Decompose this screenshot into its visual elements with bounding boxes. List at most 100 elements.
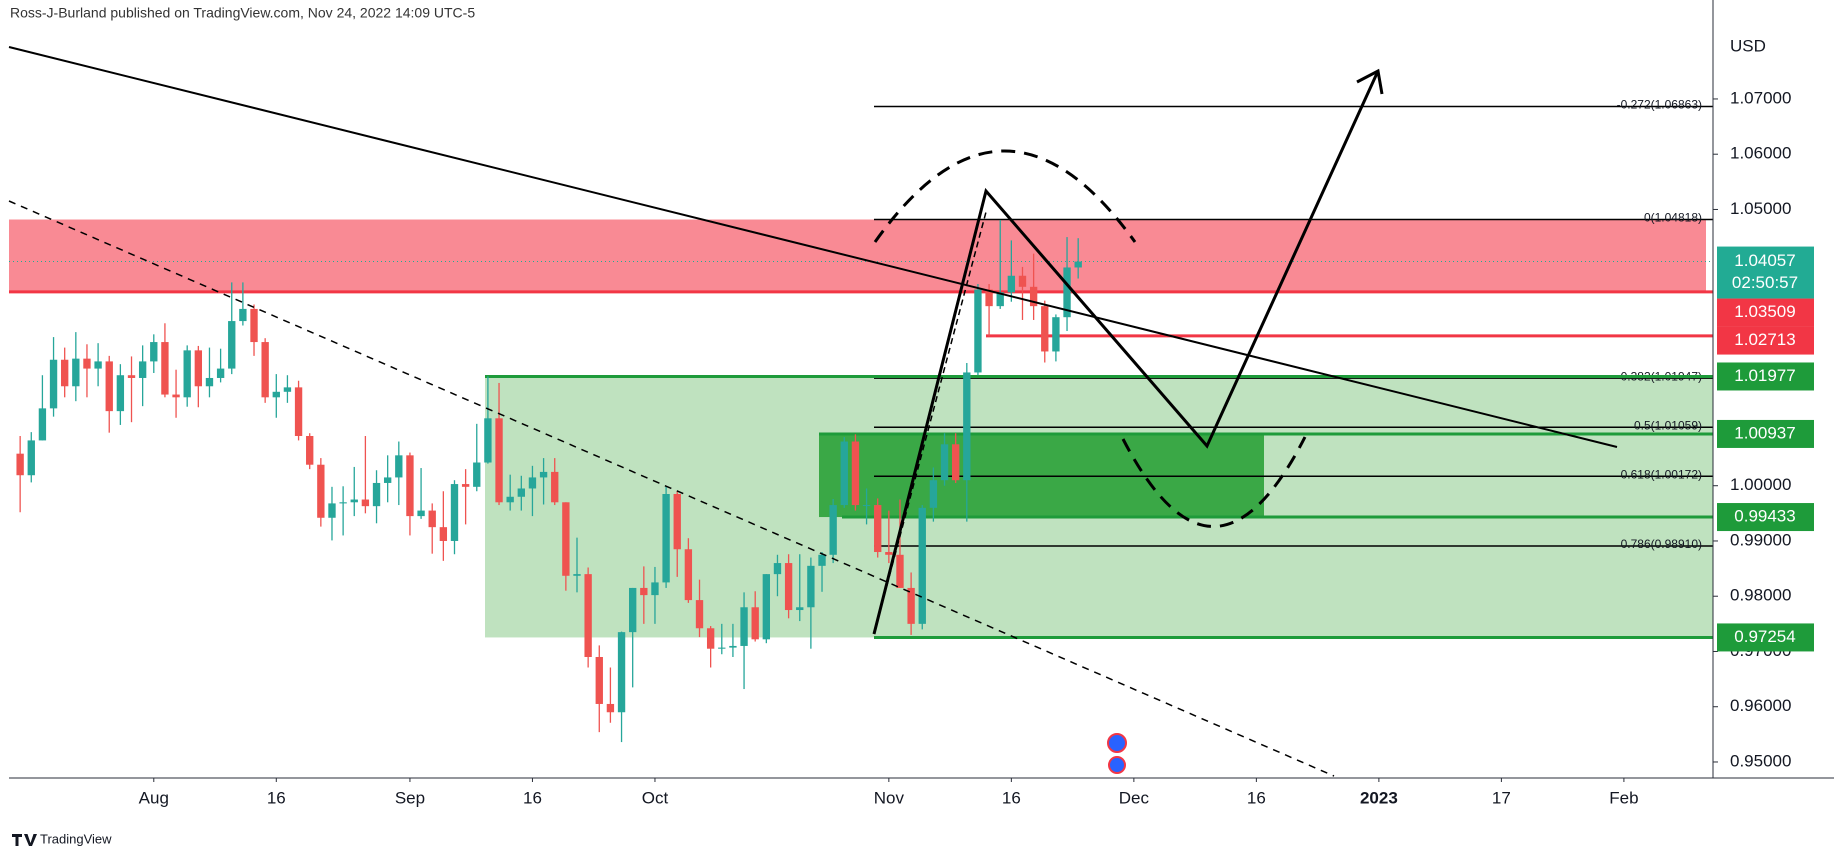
- candle-body: [840, 441, 848, 506]
- candle-body: [874, 505, 882, 553]
- y-tick-label: 0.96000: [1730, 696, 1791, 715]
- candle-body: [729, 645, 737, 648]
- candle-body: [428, 510, 436, 528]
- candle-body: [963, 372, 971, 481]
- y-tick-label: 0.98000: [1730, 586, 1791, 605]
- y-tick-label: 1.06000: [1730, 144, 1791, 163]
- current-price-box: [1717, 246, 1814, 299]
- price-box-label: 1.02713: [1734, 330, 1795, 349]
- candle-body: [94, 361, 102, 369]
- candle-body: [807, 565, 815, 608]
- candle-body: [461, 484, 470, 487]
- candle-body: [272, 391, 280, 398]
- axis-unit: USD: [1730, 36, 1766, 55]
- dashed-arc: [873, 149, 1137, 243]
- current-price-label: 1.04057: [1734, 251, 1795, 270]
- candle-body: [1007, 275, 1016, 293]
- candle-body: [161, 342, 169, 395]
- price-box-label: 0.99433: [1734, 507, 1795, 526]
- brand: TradingView: [12, 831, 112, 846]
- candle-body: [1052, 317, 1060, 352]
- candle-body: [417, 510, 425, 517]
- candle-body: [328, 503, 336, 518]
- candle-body: [985, 289, 993, 307]
- candle-body: [495, 418, 503, 503]
- candle-body: [562, 502, 570, 576]
- candle-body: [584, 574, 592, 657]
- candle-body: [38, 408, 47, 441]
- y-tick-label: 0.99000: [1730, 530, 1791, 549]
- x-tick-label: Oct: [642, 788, 669, 807]
- candle-body: [506, 496, 514, 503]
- candle-body: [194, 350, 203, 387]
- fib-label: 0(1.04818): [1644, 211, 1702, 225]
- candle-body: [294, 387, 303, 436]
- candle-body: [918, 507, 926, 624]
- candle-body: [829, 505, 837, 555]
- candle-body: [395, 455, 403, 478]
- candle-body: [306, 435, 314, 465]
- y-tick-label: 1.07000: [1730, 88, 1791, 107]
- candle-body: [896, 554, 904, 588]
- candle-body: [383, 477, 392, 483]
- candle-body: [862, 505, 871, 507]
- candle-body: [150, 342, 158, 362]
- x-tick-label: Sep: [395, 788, 425, 807]
- candle-body: [706, 628, 715, 649]
- chart-layers: -0.272(1.06863)0(1.04818)0.382(1.01947)0…: [9, 98, 1713, 743]
- candle-body: [105, 361, 113, 412]
- candle-body: [784, 563, 793, 611]
- projection-path: [872, 70, 1380, 635]
- price-box-label: 1.03509: [1734, 302, 1795, 321]
- byline: Ross-J-Burland published on TradingView.…: [10, 5, 475, 21]
- candle-body: [606, 703, 615, 713]
- candle-body: [595, 656, 603, 704]
- candle-body: [183, 350, 191, 398]
- candle-body: [239, 308, 247, 322]
- candle-body: [372, 482, 381, 507]
- candle-body: [617, 632, 626, 713]
- x-tick-label: 17: [1492, 788, 1511, 807]
- candle-body: [283, 387, 292, 392]
- price-box-label: 1.01977: [1734, 366, 1795, 385]
- y-tick-label: 1.05000: [1730, 199, 1791, 218]
- price-box: [1717, 623, 1814, 652]
- y-tick-label: 0.95000: [1730, 751, 1791, 770]
- candle-body: [762, 574, 771, 640]
- candle-body: [484, 418, 492, 463]
- event-icon: [1108, 756, 1126, 774]
- x-tick-label: Aug: [139, 788, 169, 807]
- candle-body: [629, 587, 637, 633]
- fib-label: 0.5(1.01059): [1634, 418, 1702, 432]
- candle-body: [695, 600, 704, 629]
- candle-body: [138, 361, 147, 378]
- y-tick-label: 1.00000: [1730, 475, 1791, 494]
- candle-body: [127, 375, 136, 378]
- price-box: [1717, 362, 1814, 391]
- arrow-head: [1356, 68, 1384, 95]
- candle-body: [1018, 275, 1027, 287]
- candle-body: [929, 480, 938, 508]
- candle-body: [996, 292, 1004, 307]
- fib-label: -0.272(1.06863): [1617, 98, 1702, 112]
- candle-body: [773, 563, 782, 575]
- candle-body: [361, 499, 370, 507]
- candle-body: [250, 308, 258, 343]
- candle-body: [317, 464, 325, 518]
- x-tick-label: 16: [523, 788, 542, 807]
- x-tick-label: Feb: [1609, 788, 1638, 807]
- candle-body: [83, 358, 91, 369]
- candle-body: [651, 582, 659, 596]
- dashed-channel: [873, 211, 987, 635]
- candle-body: [1029, 286, 1038, 307]
- candle-body: [528, 477, 537, 489]
- dashed-arc: [1121, 436, 1307, 528]
- candle-body: [1063, 267, 1071, 318]
- fib-label: 0.786(0.98910): [1621, 537, 1702, 551]
- candle-body: [473, 462, 481, 487]
- candle-body: [61, 359, 69, 387]
- x-tick-label: 2023: [1360, 788, 1398, 807]
- x-tick-label: Nov: [874, 788, 905, 807]
- candle-body: [350, 499, 358, 503]
